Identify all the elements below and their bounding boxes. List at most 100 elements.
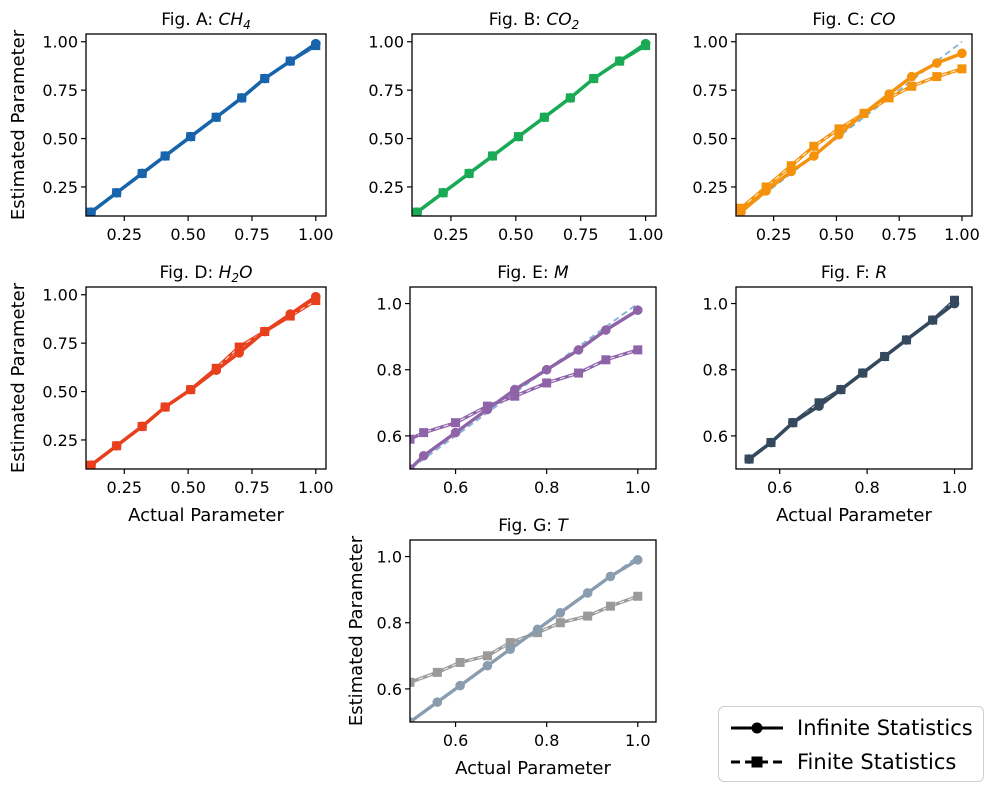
point-infinite (582, 588, 593, 598)
x-tick-label: 0.75 (563, 225, 599, 244)
point-infinite (836, 384, 846, 395)
y-tick-label: 0.8 (377, 614, 402, 633)
point-infinite (432, 697, 443, 707)
y-axis-label: Estimated Parameter (8, 282, 29, 473)
point-finite (410, 434, 415, 444)
point-infinite (285, 56, 296, 66)
y-tick-label: 1.00 (42, 33, 78, 52)
series-line-infinite (90, 295, 317, 467)
point-infinite (884, 89, 894, 99)
point-infinite (539, 112, 550, 123)
point-infinite (236, 93, 247, 103)
data-area (86, 38, 321, 216)
panel-title: Fig. D: H2O (160, 263, 253, 285)
point-infinite (137, 421, 147, 432)
point-finite (932, 72, 942, 82)
x-tick-label: 0.6 (443, 731, 468, 750)
point-infinite (111, 187, 122, 198)
series-dash-finite (410, 349, 638, 440)
point-finite (410, 677, 415, 687)
panel-f: Fig. F: R 0.6 0.8 1.0 0.6 0.8 1.0 Actual Parame… (703, 263, 973, 526)
y-tick-label: 1.0 (377, 548, 402, 567)
point-infinite (632, 305, 643, 315)
point-infinite (487, 151, 498, 161)
panel-title: Fig. A: CH4 (161, 10, 251, 32)
point-finite (786, 161, 796, 171)
point-finite (555, 618, 565, 628)
x-tick-label: 0.75 (234, 478, 270, 497)
x-tick-label: 1.00 (298, 478, 334, 497)
point-finite (605, 601, 615, 611)
y-tick-label: 0.75 (42, 334, 78, 353)
point-infinite (211, 365, 222, 376)
y-tick-label: 0.50 (368, 130, 404, 149)
point-infinite (601, 325, 611, 335)
point-infinite (879, 351, 890, 362)
series-line-infinite (416, 42, 647, 214)
x-tick-label: 0.25 (756, 225, 792, 244)
point-finite (542, 378, 552, 388)
point-finite (834, 124, 844, 134)
x-axis-label: Actual Parameter (455, 758, 611, 779)
x-tick-label: 0.8 (854, 478, 879, 497)
legend-finite-label: Finite Statistics (797, 750, 957, 774)
point-infinite (111, 440, 122, 451)
point-infinite (857, 368, 868, 378)
point-infinite (505, 644, 516, 654)
point-infinite (565, 93, 576, 103)
point-infinite (509, 384, 520, 395)
legend-finite-marker-icon (731, 756, 783, 768)
point-infinite (482, 404, 493, 415)
panel-b: Fig. B: CO2 0.25 0.50 0.75 1.00 0.25 0.50 0.75 1… (368, 10, 663, 244)
data-area (410, 555, 643, 722)
x-tick-label: 1.0 (625, 731, 650, 750)
point-infinite (834, 129, 844, 140)
plot-frame (735, 33, 973, 217)
y-tick-label: 1.00 (692, 33, 728, 52)
x-tick-label: 0.6 (443, 478, 468, 497)
point-infinite (927, 315, 938, 325)
panel-title: Fig. C: CO (812, 10, 895, 30)
point-infinite (234, 348, 244, 358)
y-tick-label: 1.00 (368, 33, 404, 52)
point-infinite (814, 401, 824, 411)
point-finite (451, 418, 461, 428)
point-finite (574, 368, 584, 378)
y-tick-label: 0.6 (377, 427, 402, 446)
point-infinite (532, 624, 543, 635)
point-infinite (901, 335, 912, 345)
series-line-infinite (748, 302, 956, 461)
series-dash-finite (410, 595, 638, 683)
point-infinite (640, 38, 651, 49)
point-infinite (957, 48, 967, 59)
y-tick-label: 0.25 (692, 178, 728, 197)
data-area (744, 295, 960, 464)
point-finite (633, 591, 643, 601)
y-tick-label: 0.6 (703, 427, 728, 446)
x-tick-label: 0.25 (433, 225, 469, 244)
y-tick-label: 0.50 (42, 130, 78, 149)
series-dash-finite (740, 68, 963, 209)
point-finite (505, 638, 515, 648)
point-infinite (259, 73, 270, 84)
data-area (412, 38, 651, 216)
point-infinite (573, 345, 584, 355)
panel-g: Fig. G: T 0.6 0.8 1.0 0.6 0.8 1.0 Estimated Par… (346, 516, 657, 779)
point-finite (482, 651, 492, 661)
plot-frame (85, 33, 327, 217)
panel-a: Fig. A: CH4 0.25 0.50 0.75 1.00 0.25 0.50 0.75 1… (8, 10, 334, 244)
panel-d: Fig. D: H2O 0.25 0.50 0.75 1.00 0.25 0.50 0.75 1… (8, 263, 334, 526)
point-infinite (418, 450, 429, 461)
point-infinite (211, 112, 222, 123)
point-infinite (614, 56, 625, 66)
y-tick-label: 0.75 (368, 81, 404, 100)
plot-frame (85, 286, 327, 470)
point-infinite (949, 298, 960, 309)
panel-title: Fig. G: T (498, 516, 569, 536)
series-line-infinite (90, 42, 317, 214)
x-tick-label: 0.25 (106, 225, 142, 244)
x-tick-label: 1.00 (628, 225, 664, 244)
y-tick-label: 0.6 (377, 680, 402, 699)
point-infinite (788, 417, 798, 428)
